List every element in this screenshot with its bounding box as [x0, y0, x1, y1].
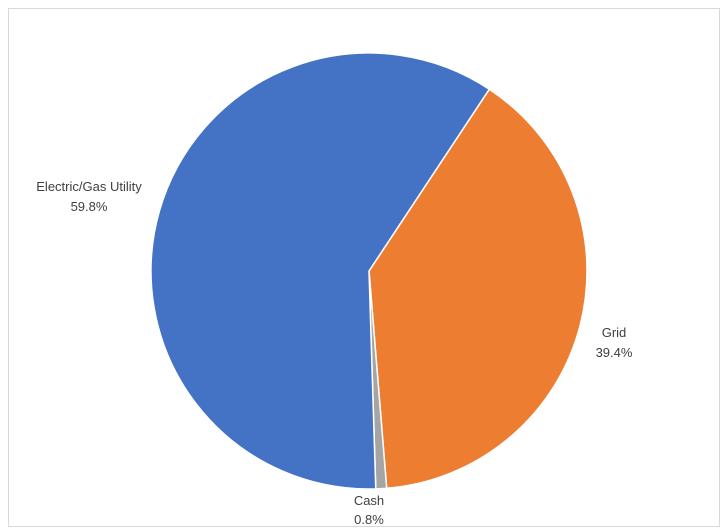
slice-percent-grid: 39.4%	[596, 345, 633, 360]
slice-label-cash: Cash	[354, 493, 384, 508]
slice-percent-electric-gas-utility: 59.8%	[71, 199, 108, 214]
pie-labels: Grid 39.4% Cash 0.8% Electric/Gas Utilit…	[36, 179, 633, 527]
pie-slices	[150, 52, 588, 490]
slice-label-electric-gas-utility: Electric/Gas Utility	[36, 179, 142, 194]
slice-label-grid: Grid	[602, 325, 627, 340]
slice-percent-cash: 0.8%	[354, 512, 384, 527]
pie-slice-electric-gas-utility	[150, 52, 491, 490]
